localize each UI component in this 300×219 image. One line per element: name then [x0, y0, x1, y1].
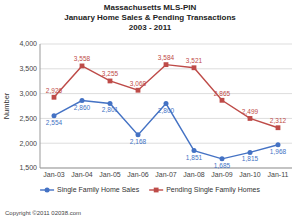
- data-label: 1,685: [214, 162, 231, 169]
- marker: [52, 113, 57, 118]
- data-label: 3,068: [130, 80, 147, 87]
- data-label: 2,554: [46, 119, 63, 126]
- data-label: 3,521: [186, 57, 203, 64]
- data-label: 2,168: [130, 138, 147, 145]
- grid-line: [40, 93, 292, 94]
- annotation: Copyright ©2011 02038.com: [5, 210, 81, 216]
- x-tick-label: Jan-11: [268, 171, 289, 178]
- marker: [248, 150, 253, 155]
- y-tick-label: 4,000: [19, 40, 37, 47]
- legend: Single Family Home Sales Pending Single F…: [40, 186, 260, 194]
- marker: [136, 88, 141, 93]
- data-labels: 2,554 2,860 2,801 2,168 2,800 1,851 1,685 1,815…: [46, 54, 287, 169]
- legend-label: Pending Single Family Homes: [166, 186, 260, 194]
- marker: [220, 98, 225, 103]
- title: Massachusetts MLS-PINJanuary Home Sales …: [64, 3, 236, 32]
- marker: [192, 148, 197, 153]
- y-tick-label: 3,500: [19, 65, 37, 72]
- marker: [108, 101, 113, 106]
- marker: [276, 142, 281, 147]
- y-tick-label: 3,000: [19, 90, 37, 97]
- x-tick-label: Jan-06: [127, 171, 149, 178]
- x-tick-label: Jan-09: [211, 171, 233, 178]
- data-area: [52, 62, 281, 161]
- data-label: 1,968: [270, 148, 287, 155]
- grid-line: [40, 44, 292, 45]
- legend-marker: [45, 188, 50, 193]
- data-label: 2,800: [158, 107, 175, 114]
- y-tick-label: 2,500: [19, 115, 37, 122]
- marker: [136, 132, 141, 137]
- marker: [52, 95, 57, 100]
- grid-line: [40, 68, 292, 69]
- line: [54, 101, 278, 159]
- title-line: 2003 - 2011: [129, 23, 172, 32]
- marker: [248, 116, 253, 121]
- marker: [108, 79, 113, 84]
- axes: 1,500 2,000 2,500 3,000 3,500 4,000 Jan-03 Jan-…: [19, 40, 292, 178]
- legend-label: Single Family Home Sales: [57, 186, 140, 194]
- data-label: 3,255: [102, 70, 119, 77]
- marker: [164, 101, 169, 106]
- legend-marker: [154, 188, 159, 193]
- data-label: 2,801: [102, 106, 119, 113]
- y-axis-label: Number: [2, 92, 11, 119]
- data-label: 2,312: [270, 117, 287, 124]
- grid-line: [40, 143, 292, 144]
- x-axis-line: [40, 168, 292, 169]
- marker: [276, 125, 281, 130]
- marker: [80, 98, 85, 103]
- y-tick-label: 1,500: [19, 164, 37, 171]
- marker: [192, 65, 197, 70]
- grid-line: [40, 168, 292, 169]
- data-label: 2,865: [214, 90, 231, 97]
- x-tick-label: Jan-04: [71, 171, 93, 178]
- data-label: 1,851: [186, 154, 203, 161]
- data-label: 2,860: [74, 104, 91, 111]
- y-axis-line: [40, 44, 41, 168]
- marker: [220, 156, 225, 161]
- chart: Massachusetts MLS-PINJanuary Home Sales …: [0, 0, 300, 219]
- title-line: Massachusetts MLS-PIN: [104, 3, 197, 12]
- x-tick-label: Jan-08: [183, 171, 205, 178]
- marker: [80, 64, 85, 69]
- x-tick-label: Jan-07: [155, 171, 177, 178]
- y-tick-label: 2,000: [19, 140, 37, 147]
- data-label: 2,499: [242, 108, 259, 115]
- title-line: January Home Sales & Pending Transaction…: [64, 13, 236, 22]
- data-label: 3,584: [158, 54, 175, 61]
- legend-item: Pending Single Family Homes: [149, 186, 260, 194]
- data-label: 3,558: [74, 55, 91, 62]
- marker: [164, 62, 169, 67]
- x-tick-label: Jan-10: [239, 171, 261, 178]
- data-label: 2,926: [46, 87, 63, 94]
- legend-item: Single Family Home Sales: [40, 186, 140, 194]
- grid-line: [40, 118, 292, 119]
- x-tick-label: Jan-03: [43, 171, 65, 178]
- line: [54, 65, 278, 128]
- data-label: 1,815: [242, 155, 259, 162]
- x-tick-label: Jan-05: [99, 171, 121, 178]
